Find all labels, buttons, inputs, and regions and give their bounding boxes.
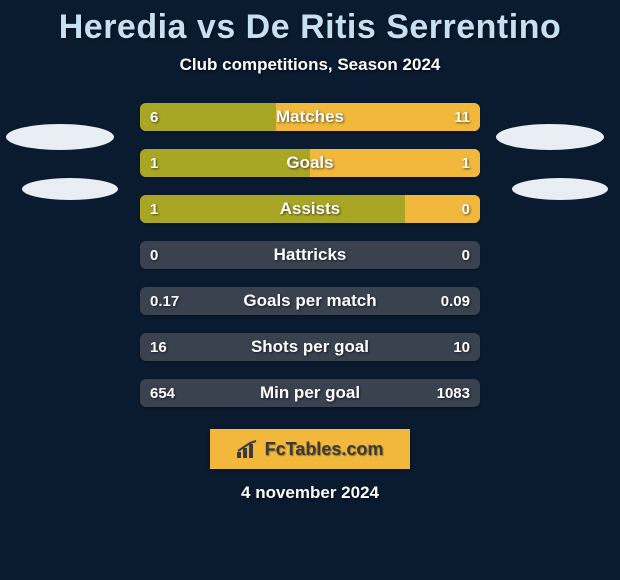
stat-row: Min per goal654 1083 (140, 379, 480, 407)
stat-row: Assists10 (140, 195, 480, 223)
stat-row: Goals per match0.17 0.09 (140, 287, 480, 315)
stat-bar-left (140, 195, 405, 223)
stat-label: Hattricks (140, 241, 480, 269)
stat-row: Hattricks0 0 (140, 241, 480, 269)
stat-value-left: 0.17 (140, 287, 189, 315)
stat-label: Shots per goal (140, 333, 480, 361)
stat-bars-container: Matches611 Goals11 Assists10 Hattricks0 0 Goa… (140, 103, 480, 407)
stat-label: Min per goal (140, 379, 480, 407)
stat-bar-right (310, 149, 480, 177)
stat-value-right: 10 (443, 333, 480, 361)
stat-label: Goals per match (140, 287, 480, 315)
stat-row: Goals11 (140, 149, 480, 177)
player-ellipse (512, 178, 608, 200)
stat-value-left: 654 (140, 379, 185, 407)
stat-value-left: 16 (140, 333, 177, 361)
stat-bar-right (276, 103, 480, 131)
page-subtitle: Club competitions, Season 2024 (0, 55, 620, 75)
stat-value-right: 1083 (427, 379, 480, 407)
chart-icon (237, 440, 259, 458)
stat-value-left: 0 (140, 241, 168, 269)
stat-row: Matches611 (140, 103, 480, 131)
player-ellipse (496, 124, 604, 150)
stat-bar-right (405, 195, 480, 223)
player-ellipse (6, 124, 114, 150)
player-ellipse (22, 178, 118, 200)
stat-value-right: 0.09 (431, 287, 480, 315)
page-title: Heredia vs De Ritis Serrentino (0, 0, 620, 47)
date-label: 4 november 2024 (0, 483, 620, 503)
fctables-logo: FcTables.com (210, 429, 410, 469)
stat-value-right: 0 (452, 241, 480, 269)
stat-row: Shots per goal16 10 (140, 333, 480, 361)
stat-bar-left (140, 149, 310, 177)
logo-text: FcTables.com (265, 439, 384, 460)
stat-bar-left (140, 103, 276, 131)
